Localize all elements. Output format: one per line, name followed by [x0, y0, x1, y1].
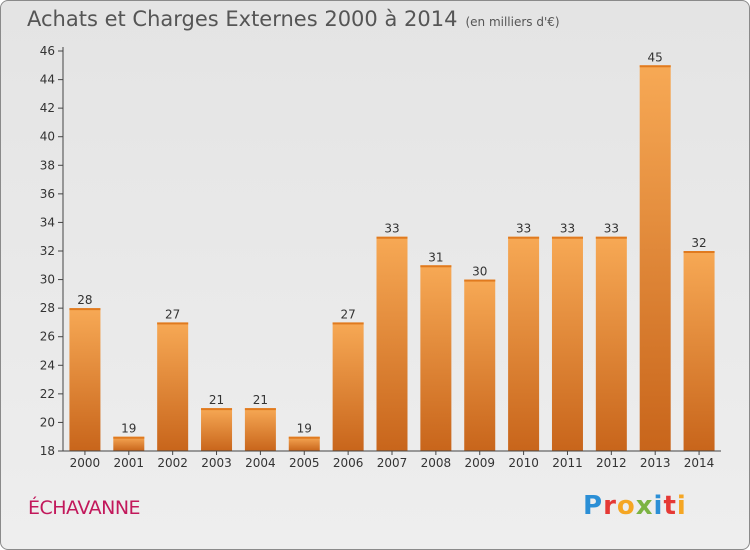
bar-top-edge: [508, 236, 540, 239]
logo-letter: i: [653, 491, 664, 521]
bar-value-label: 31: [428, 250, 443, 264]
y-tick-label: 20: [40, 415, 55, 429]
bar: [332, 322, 364, 451]
y-tick-label: 40: [40, 130, 55, 144]
bar-value-label: 45: [648, 50, 663, 64]
bar-value-label: 33: [560, 222, 575, 236]
bar-top-edge: [551, 236, 583, 239]
y-tick-label: 18: [40, 444, 55, 458]
bar-top-edge: [244, 408, 276, 411]
unit-label: (en milliers d'€): [465, 15, 560, 29]
y-tick-label: 26: [40, 330, 55, 344]
bar: [201, 408, 233, 451]
logo-letter: i: [676, 491, 687, 521]
bar-top-edge: [288, 436, 320, 439]
x-tick-label: 2014: [684, 456, 715, 470]
bar-top-edge: [464, 279, 496, 282]
y-tick-label: 34: [40, 215, 55, 229]
bar-value-label: 30: [472, 265, 487, 279]
bar-value-label: 27: [340, 307, 355, 321]
proxiti-logo: Proxiti: [583, 491, 687, 521]
bar: [551, 236, 583, 451]
x-tick-label: 2003: [201, 456, 232, 470]
bar-top-edge: [69, 308, 101, 311]
bar-value-label: 19: [121, 422, 136, 436]
bar: [683, 251, 715, 451]
bar: [464, 279, 496, 451]
x-tick-label: 2005: [289, 456, 320, 470]
logo-letter: x: [635, 491, 654, 521]
x-tick-label: 2006: [333, 456, 364, 470]
x-tick-label: 2001: [114, 456, 145, 470]
bar-top-edge: [683, 251, 715, 253]
commune-name: ÉCHAVANNE: [28, 497, 141, 519]
bar-top-edge: [332, 322, 364, 325]
y-tick-label: 36: [40, 187, 55, 201]
bar: [595, 236, 627, 451]
y-tick-label: 32: [40, 244, 55, 258]
bar-value-label: 33: [516, 222, 531, 236]
x-tick-label: 2008: [421, 456, 452, 470]
y-tick-label: 30: [40, 273, 55, 287]
bar: [376, 236, 408, 451]
logo-letter: t: [663, 491, 677, 521]
bar-value-label: 32: [691, 236, 706, 250]
bar: [113, 436, 145, 451]
bar-top-edge: [157, 322, 189, 325]
y-tick-label: 46: [40, 44, 55, 58]
bar-top-edge: [376, 236, 408, 239]
bar-top-edge: [201, 408, 233, 411]
bar-value-label: 33: [384, 222, 399, 236]
bar: [639, 65, 671, 452]
logo-letter: o: [616, 491, 636, 521]
bar: [69, 308, 101, 451]
x-tick-label: 2007: [377, 456, 408, 470]
logo-letter: P: [583, 491, 604, 521]
x-tick-label: 2013: [640, 456, 671, 470]
bar: [157, 322, 189, 451]
logo-letter: r: [603, 491, 617, 521]
y-tick-label: 42: [40, 101, 55, 115]
y-tick-label: 28: [40, 301, 55, 315]
y-tick-label: 22: [40, 387, 55, 401]
x-tick-label: 2000: [70, 456, 101, 470]
x-tick-label: 2004: [245, 456, 276, 470]
y-tick-label: 24: [40, 358, 55, 372]
x-tick-label: 2012: [596, 456, 627, 470]
bar-top-edge: [639, 65, 671, 68]
x-tick-label: 2002: [157, 456, 188, 470]
bar-value-label: 33: [604, 222, 619, 236]
bar-value-label: 21: [253, 393, 268, 407]
bar-value-label: 21: [209, 393, 224, 407]
bar: [244, 408, 276, 451]
bar: [420, 265, 452, 451]
x-tick-label: 2009: [464, 456, 495, 470]
x-tick-label: 2010: [508, 456, 539, 470]
bar-value-label: 28: [77, 293, 92, 307]
bar-top-edge: [113, 436, 145, 439]
bar-top-edge: [420, 265, 452, 268]
bar: [508, 236, 540, 451]
chart-title-text: Achats et Charges Externes 2000 à 2014: [27, 7, 458, 31]
bar: [288, 436, 320, 451]
y-tick-label: 44: [40, 73, 55, 87]
chart-title: Achats et Charges Externes 2000 à 2014 (e…: [27, 7, 560, 31]
x-tick-label: 2011: [552, 456, 583, 470]
bar-value-label: 19: [297, 422, 312, 436]
y-tick-label: 38: [40, 158, 55, 172]
bar-top-edge: [595, 236, 627, 239]
bar-value-label: 27: [165, 307, 180, 321]
